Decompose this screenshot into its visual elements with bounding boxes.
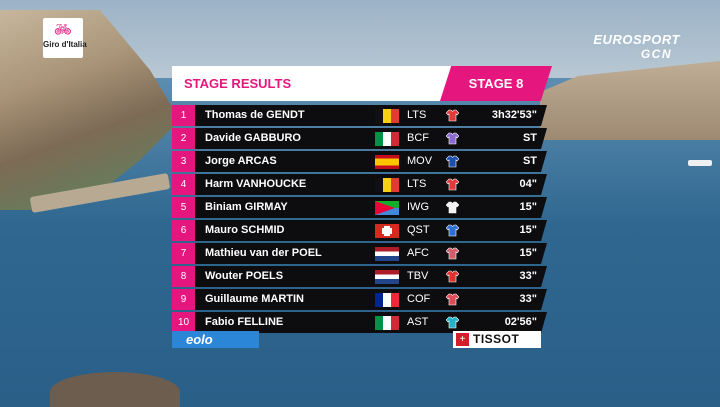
result-bar: Thomas de GENDT LTS 3h32'53" (195, 105, 547, 126)
eolo-logo-text: eolo (186, 332, 213, 347)
team-jersey-icon (445, 224, 460, 237)
flag-italy-icon (375, 316, 399, 330)
position-number: 6 (172, 220, 195, 241)
team-jersey-icon (445, 247, 460, 260)
rider-name: Jorge ARCAS (205, 155, 277, 167)
result-row: 8 Wouter POELS TBV 33" (172, 266, 547, 287)
rider-name: Mauro SCHMID (205, 224, 285, 236)
result-row: 9 Guillaume MARTIN COF 33" (172, 289, 547, 310)
flag-france-icon (375, 293, 399, 307)
position-number: 3 (172, 151, 195, 172)
results-table: 1 Thomas de GENDT LTS 3h32'53" 2 Davide GABBU… (172, 105, 547, 335)
tissot-sponsor: + TISSOT (453, 331, 541, 348)
rider-name: Harm VANHOUCKE (205, 178, 307, 190)
result-bar: Harm VANHOUCKE LTS 04" (195, 174, 547, 195)
team-code: AST (407, 316, 429, 328)
rider-name: Fabio FELLINE (205, 316, 284, 328)
team-jersey-icon (445, 270, 460, 283)
flag-eritrea-icon (375, 201, 399, 215)
tissot-logo-text: TISSOT (473, 332, 520, 346)
result-row: 5 Biniam GIRMAY IWG 15" (172, 197, 547, 218)
result-bar: Mathieu van der POEL AFC 15" (195, 243, 547, 264)
eolo-sponsor: eolo (172, 331, 259, 348)
finish-time: 3h32'53" (491, 109, 537, 121)
flag-netherlands-icon (375, 270, 399, 284)
finish-time: ST (522, 132, 537, 144)
rider-name: Guillaume MARTIN (205, 293, 305, 305)
position-number: 10 (172, 312, 195, 333)
rider-name: Biniam GIRMAY (205, 201, 288, 213)
flag-spain-icon (375, 155, 399, 169)
team-jersey-icon (445, 201, 460, 214)
team-jersey-icon (445, 293, 460, 306)
team-jersey-icon (445, 109, 460, 122)
rock-outcrop (50, 372, 180, 407)
finish-time: 15" (519, 201, 537, 213)
gcn-wordmark: GCN (640, 47, 672, 61)
giro-logo-text: Giro d'Italia (43, 40, 87, 49)
result-row: 1 Thomas de GENDT LTS 3h32'53" (172, 105, 547, 126)
finish-time: 02'56" (504, 316, 537, 328)
result-bar: Biniam GIRMAY IWG 15" (195, 197, 547, 218)
team-code: IWG (407, 201, 429, 213)
position-number: 9 (172, 289, 195, 310)
result-row: 3 Jorge ARCAS MOV ST (172, 151, 547, 172)
team-jersey-icon (445, 132, 460, 145)
finish-time: 33" (519, 270, 537, 282)
stage-badge: STAGE 8 (440, 66, 552, 101)
flag-belgium-icon (375, 109, 399, 123)
team-code: AFC (407, 247, 429, 259)
broadcaster-logo: EUROSPORT GCN (580, 32, 680, 61)
panel-title: STAGE RESULTS (184, 76, 292, 91)
finish-time: 04" (519, 178, 537, 190)
rider-name: Wouter POELS (205, 270, 284, 282)
position-number: 5 (172, 197, 195, 218)
position-number: 8 (172, 266, 195, 287)
rider-name: Thomas de GENDT (205, 109, 305, 121)
rider-name: Davide GABBURO (205, 132, 301, 144)
team-code: LTS (407, 178, 427, 190)
team-jersey-icon (445, 178, 460, 191)
result-bar: Jorge ARCAS MOV ST (195, 151, 547, 172)
flag-belgium-icon (375, 178, 399, 192)
position-number: 1 (172, 105, 195, 126)
position-number: 2 (172, 128, 195, 149)
finish-time: 15" (519, 224, 537, 236)
finish-time: 15" (519, 247, 537, 259)
eurosport-wordmark: EUROSPORT (593, 32, 680, 47)
flag-switzerland-icon (375, 224, 399, 238)
header-bar: STAGE RESULTS (172, 66, 472, 101)
position-number: 4 (172, 174, 195, 195)
position-number: 7 (172, 243, 195, 264)
flag-italy-icon (375, 132, 399, 146)
finish-time: ST (522, 155, 537, 167)
boat (688, 160, 712, 166)
result-row: 7 Mathieu van der POEL AFC 15" (172, 243, 547, 264)
team-code: BCF (407, 132, 429, 144)
result-bar: Davide GABBURO BCF ST (195, 128, 547, 149)
team-code: TBV (407, 270, 429, 282)
team-code: MOV (407, 155, 433, 167)
result-row: 6 Mauro SCHMID QST 15" (172, 220, 547, 241)
result-bar: Mauro SCHMID QST 15" (195, 220, 547, 241)
team-jersey-icon (445, 155, 460, 168)
team-code: LTS (407, 109, 427, 121)
stage-label: STAGE 8 (468, 76, 524, 91)
result-bar: Wouter POELS TBV 33" (195, 266, 547, 287)
result-bar: Fabio FELLINE AST 02'56" (195, 312, 547, 333)
result-row: 2 Davide GABBURO BCF ST (172, 128, 547, 149)
rider-name: Mathieu van der POEL (205, 247, 322, 259)
result-row: 4 Harm VANHOUCKE LTS 04" (172, 174, 547, 195)
result-bar: Guillaume MARTIN COF 33" (195, 289, 547, 310)
team-code: QST (407, 224, 430, 236)
bicycle-icon: 🚲︎ (54, 21, 72, 37)
team-code: COF (407, 293, 431, 305)
giro-logo: 🚲︎ Giro d'Italia (43, 18, 87, 58)
team-jersey-icon (445, 316, 460, 329)
finish-time: 33" (519, 293, 537, 305)
flag-netherlands-icon (375, 247, 399, 261)
swiss-cross-icon: + (456, 333, 469, 346)
result-row: 10 Fabio FELLINE AST 02'56" (172, 312, 547, 333)
